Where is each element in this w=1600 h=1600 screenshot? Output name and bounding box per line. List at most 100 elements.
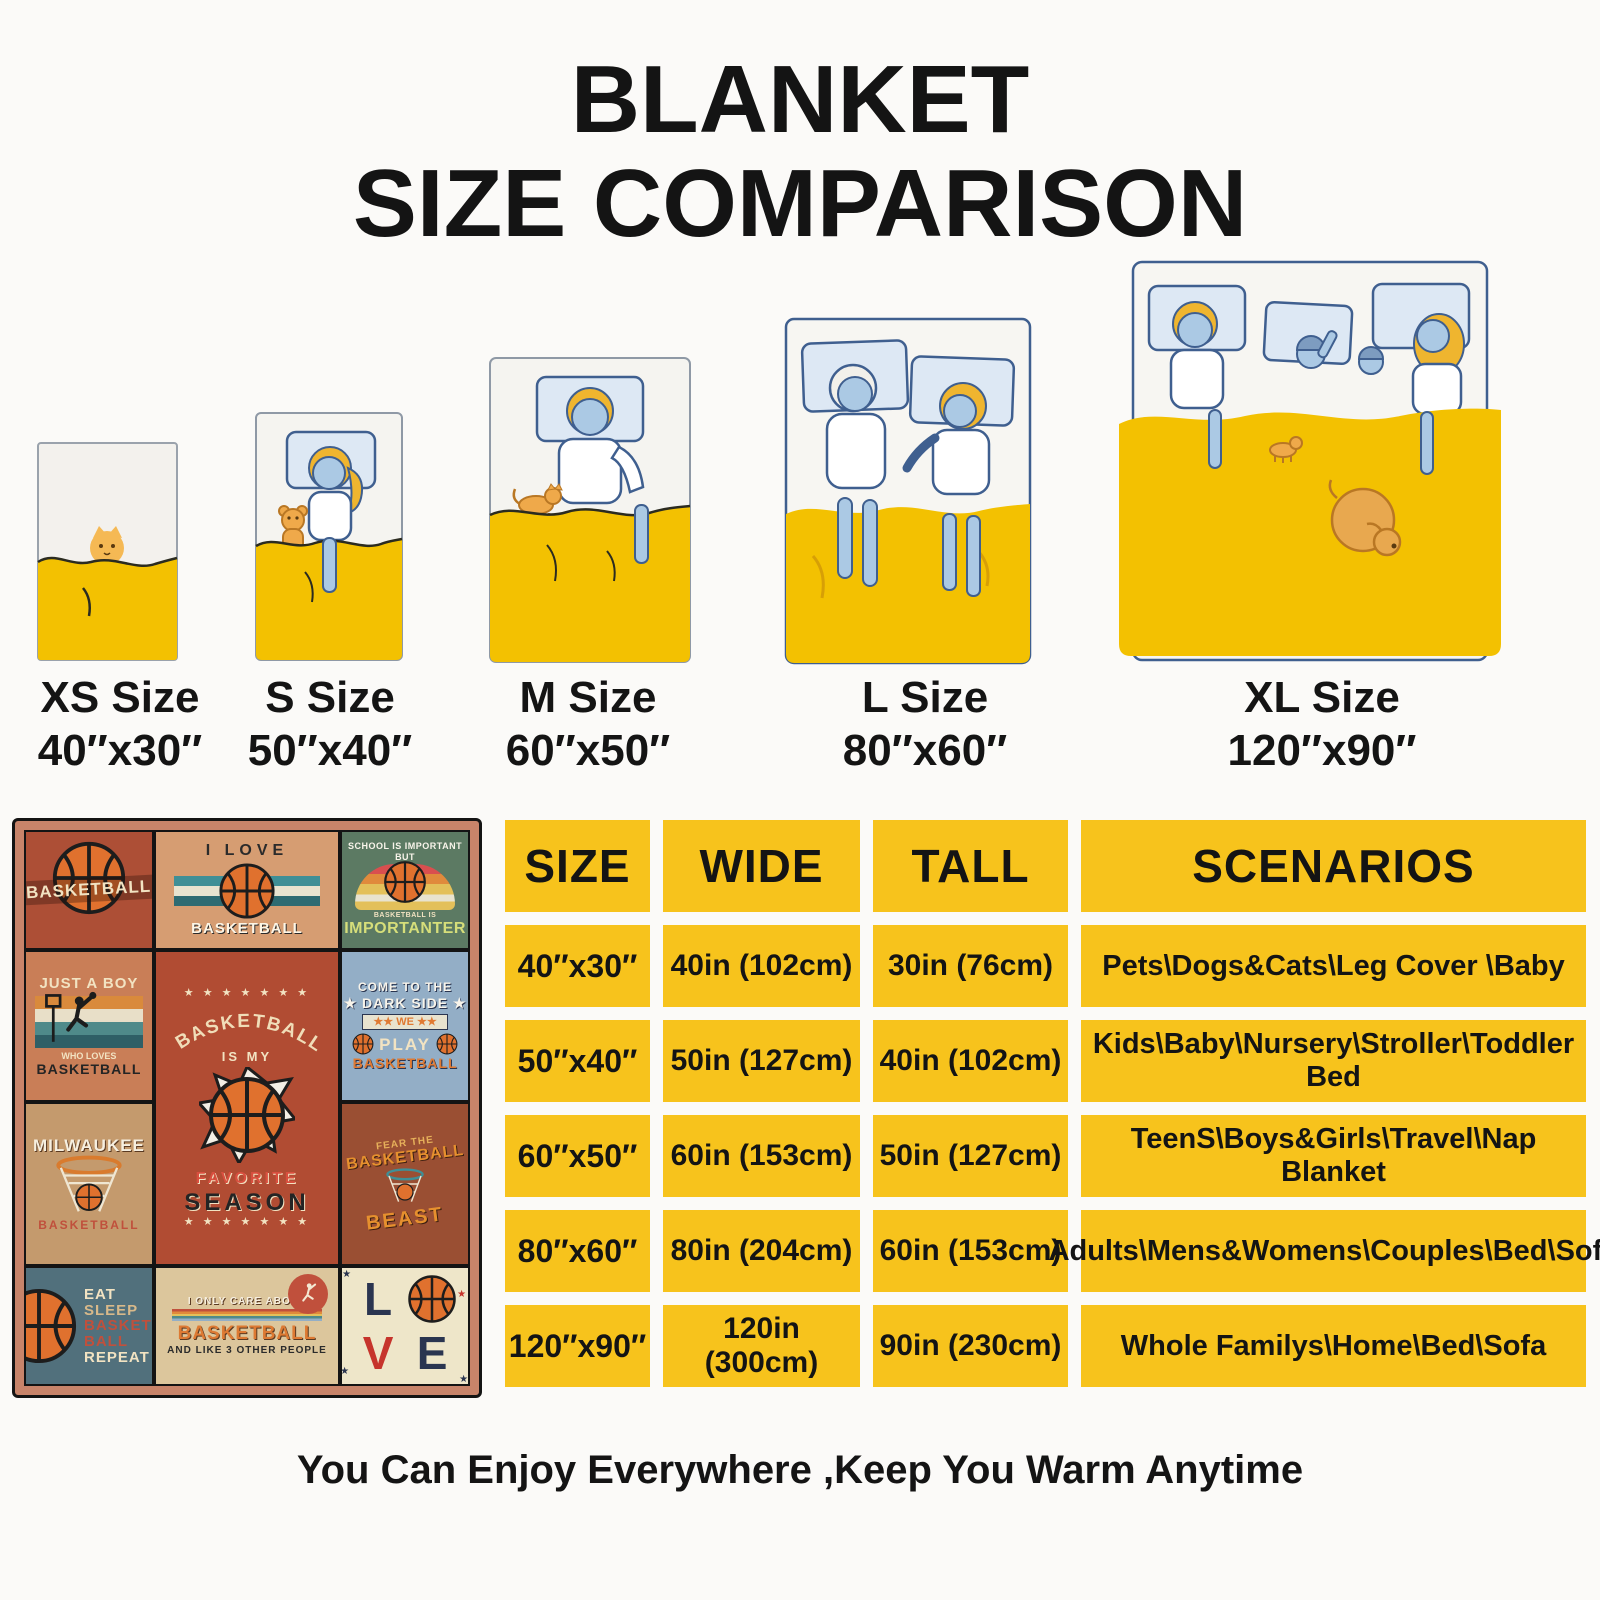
table-cell: 80in (204cm)	[663, 1210, 860, 1292]
basketball-icon	[384, 861, 426, 903]
panel-text: I LOVE	[205, 842, 289, 860]
cat-icon	[90, 526, 124, 565]
table-cell: 80″x60″	[505, 1210, 650, 1292]
blanket-shape	[38, 558, 177, 660]
panel-eat-sleep-repeat: EAT SLEEP BASKET BALL REPEAT	[26, 1268, 152, 1384]
panel-text: EAT	[84, 1285, 116, 1303]
basketball-icon	[408, 1275, 456, 1323]
panel-text: BASKETBALL	[177, 1323, 317, 1345]
blanket-panel-grid: BASKETBALL I LOVE BASKETBALL SCHOOL IS I…	[24, 830, 470, 1386]
man-figure	[1169, 301, 1225, 410]
size-name: XS Size	[40, 673, 200, 722]
dunking-player-icon	[45, 991, 97, 1042]
basketball-icon	[436, 1033, 458, 1055]
blanket-shape	[490, 506, 690, 662]
bed-s-graphic	[255, 412, 403, 661]
wall-burst	[196, 1064, 298, 1168]
footer-caption: You Can Enjoy Everywhere ,Keep You Warm …	[296, 1448, 1304, 1492]
bed-illustration-xs	[35, 440, 180, 663]
bed-xs-graphic	[37, 442, 178, 661]
retro-stripes	[172, 1309, 322, 1322]
title-line2: SIZE COMPARISON	[352, 149, 1248, 257]
panel-favorite-season: ★ ★ ★ ★ ★ ★ ★ BASKETBALL IS MY FAVORITE …	[155, 951, 339, 1265]
stars-row: ★ ★ ★ ★ ★ ★ ★	[183, 1216, 311, 1229]
bed-illustration-l	[783, 316, 1033, 666]
table-cell: 120″x90″	[505, 1305, 650, 1387]
size-table: SIZE WIDE TALL SCENARIOS 40″x30″ 40in (1…	[505, 820, 1600, 1387]
panel-text: BASKETBALL	[26, 874, 152, 906]
love-letters: ★ ★ ★ ★ L V E	[342, 1269, 468, 1384]
table-header-wide: WIDE	[663, 820, 860, 912]
table-cell: 90in (230cm)	[873, 1305, 1068, 1387]
page-title: BLANKET SIZE COMPARISON	[0, 48, 1600, 255]
panel-basketball: BASKETBALL	[26, 832, 152, 948]
table-cell: Kids\Baby\Nursery\Stroller\Toddler Bed	[1081, 1020, 1586, 1102]
star-icon: ★	[459, 1373, 468, 1384]
dunker-badge	[288, 1274, 329, 1315]
size-label-s: S Size 50″x40″	[200, 672, 460, 778]
table-cell: 120in (300cm)	[663, 1305, 860, 1387]
svg-text:BASKETBALL: BASKETBALL	[172, 1011, 327, 1054]
table-cell: 40in (102cm)	[873, 1020, 1068, 1102]
size-dims: 40″x30″	[37, 725, 203, 775]
size-name: M Size	[519, 673, 657, 722]
bed-illustration-xl	[1115, 258, 1505, 666]
size-label-m: M Size 60″x50″	[458, 672, 718, 778]
panel-text: BASKET	[84, 1317, 152, 1335]
size-label-xs: XS Size 40″x30″	[0, 672, 250, 778]
panel-text: BASKETBALL	[172, 1011, 325, 1054]
table-cell: Adults\Mens&Womens\Couples\Bed\Sofa	[1049, 1210, 1600, 1292]
panel-dark-side: COME TO THE ★ DARK SIDE ★ ★★ WE ★★ PLAY …	[342, 951, 468, 1101]
table-cell: Pets\Dogs&Cats\Leg Cover \Baby	[1081, 925, 1586, 1007]
table-cell: 60in (153cm)	[663, 1115, 860, 1197]
panel-only-care-about: I ONLY CARE ABOUT BASKETBALL AND LIKE 3 …	[155, 1268, 339, 1384]
panel-milwaukee: MILWAUKEE BASKETBALL	[26, 1104, 152, 1265]
size-dims: 120″x90″	[1227, 725, 1417, 775]
panel-text: SCHOOL IS IMPORTANT	[347, 841, 463, 852]
basketball-icon	[352, 1033, 374, 1055]
panel-text: ★ DARK SIDE ★	[343, 994, 467, 1011]
panel-just-a-boy: JUST A BOY WHO LOVES BASKETBALL	[26, 951, 152, 1101]
blanket-shape	[1119, 408, 1501, 656]
size-name: L Size	[861, 673, 989, 722]
girl-figure	[307, 446, 364, 542]
panel-text: COME TO THE	[358, 979, 453, 994]
panel-text: WHO LOVES	[61, 1050, 117, 1061]
panel-text: SLEEP	[84, 1301, 139, 1319]
size-dims: 50″x40″	[247, 725, 413, 775]
arched-basketball-text: BASKETBALL	[172, 1011, 327, 1054]
basketball-hoop-icon	[386, 1168, 424, 1202]
stars-row: ★ ★ ★ ★ ★ ★ ★	[183, 987, 311, 1000]
panel-text: BASKETBALL	[38, 1218, 140, 1233]
size-label-xl: XL Size 120″x90″	[1192, 672, 1452, 778]
letter-v: V	[362, 1327, 394, 1380]
bed-illustration-s	[253, 410, 405, 663]
panel-basketball-beast: FEAR THE BASKETBALL BEAST	[342, 1104, 468, 1265]
table-header-size: SIZE	[505, 820, 650, 912]
basketball-hoop-icon	[56, 1155, 122, 1213]
woman-figure	[902, 382, 991, 496]
star-icon: ★	[342, 1269, 352, 1281]
table-header-scenarios: SCENARIOS	[1081, 820, 1586, 912]
panel-text: BALL	[84, 1333, 128, 1351]
child-figure	[1357, 346, 1385, 375]
letter-e: E	[416, 1327, 448, 1380]
table-cell: Whole Familys\Home\Bed\Sofa	[1081, 1305, 1586, 1387]
panel-text: BUT	[395, 851, 416, 862]
product-blanket-photo: BASKETBALL I LOVE BASKETBALL SCHOOL IS I…	[12, 818, 482, 1398]
panel-text: AND LIKE 3 OTHER PEOPLE	[167, 1345, 327, 1357]
panel-text: BASKETBALL	[191, 920, 303, 938]
bed-m-graphic	[489, 357, 691, 663]
panel-text: BASKETBALL	[36, 1060, 142, 1077]
bed-xl-graphic	[1119, 260, 1501, 662]
star-icon: ★	[342, 1365, 350, 1377]
panel-text: SEASON	[184, 1188, 310, 1216]
size-label-l: L Size 80″x60″	[795, 672, 1055, 778]
basketball-breaking-wall-icon	[196, 1064, 298, 1166]
blanket-shape	[256, 539, 402, 660]
table-header-tall: TALL	[873, 820, 1068, 912]
size-name: XL Size	[1244, 673, 1400, 722]
star-icon: ★	[457, 1289, 467, 1301]
dunk-scene	[34, 991, 144, 1048]
